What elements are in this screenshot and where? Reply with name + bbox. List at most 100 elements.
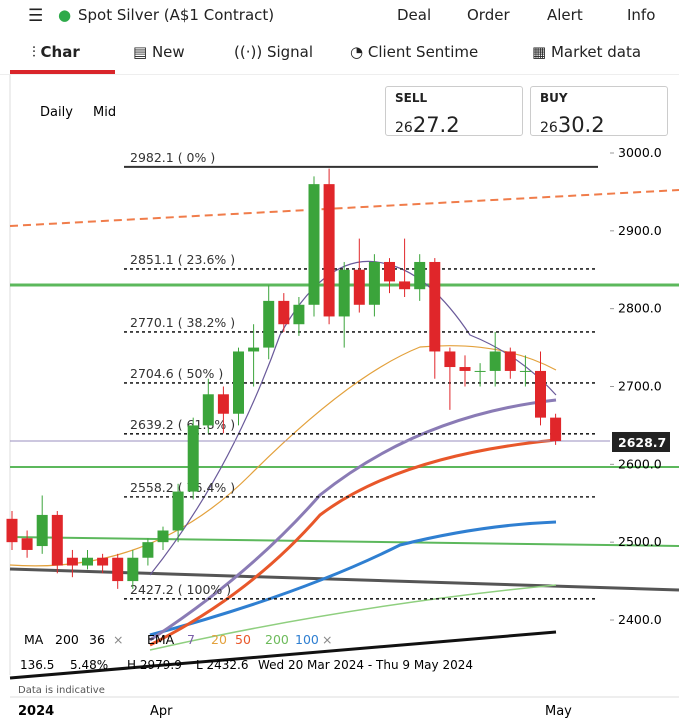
ema-line	[149, 260, 557, 576]
close-button[interactable]: ×	[113, 632, 123, 647]
candle-body	[233, 351, 244, 414]
ema-param: 200	[265, 632, 289, 647]
info-row: 136.5 5.48% H 2979.9 L 2432.6 Wed 20 Mar…	[20, 658, 473, 672]
y-tick-label: 2800.0	[618, 301, 662, 316]
candle-body	[66, 557, 78, 566]
candle-body	[248, 347, 260, 352]
candle-body	[489, 351, 501, 371]
tab-label: Market data	[550, 43, 642, 61]
price-main: 27.2	[412, 113, 460, 137]
candle-body	[384, 261, 395, 282]
info: 136.5	[20, 658, 54, 672]
fib-label: 2704.6 ( 50% )	[130, 366, 223, 381]
candle-body	[6, 518, 18, 543]
buy-price: 2630.2	[540, 113, 605, 137]
ema-line	[149, 398, 557, 642]
info: H 2979.9	[127, 658, 182, 672]
x-label: Apr	[150, 704, 173, 719]
info: L 2432.6	[196, 658, 249, 672]
ema-line	[149, 584, 557, 651]
chart: Daily Mid MA 200 36 × EMA 7 20 50 200 100 × …	[6, 75, 679, 721]
candle-body	[97, 557, 109, 566]
menu-item[interactable]: Order	[467, 6, 510, 24]
x-label: May	[545, 704, 572, 719]
info: Wed 20 Mar 2024 - Thu 9 May 2024	[258, 658, 473, 672]
ema-line	[9, 345, 557, 567]
candle-body	[157, 530, 169, 543]
candle-body	[323, 184, 335, 317]
y-tick-label: 3000.0	[618, 145, 662, 160]
fib-label: 2558.2 ( 76.4% )	[130, 480, 235, 495]
tab[interactable]: ⫶ Char	[32, 43, 80, 61]
close-button[interactable]: ×	[322, 632, 332, 647]
candle-body	[535, 370, 546, 418]
y-tick-label: 2600.0	[618, 456, 662, 471]
candle-body	[21, 538, 33, 550]
fib-label: 2851.1 ( 23.6% )	[130, 252, 235, 267]
buy-box[interactable]: BUY 2630.2	[530, 86, 668, 137]
tab-label: New	[151, 43, 185, 61]
fib-label: 2770.1 ( 38.2% )	[130, 315, 235, 330]
candle-body	[368, 261, 380, 305]
sell-price: 2627.2	[395, 113, 460, 137]
candle-body	[172, 491, 184, 531]
menu-item[interactable]: Deal	[397, 6, 432, 24]
candle-body	[429, 261, 441, 352]
price-prefix: 26	[395, 120, 413, 136]
candle-body	[142, 542, 154, 558]
candle-body	[353, 269, 365, 305]
candle-body	[550, 417, 562, 441]
ema-line	[149, 438, 557, 647]
tab-label: Client Sentime	[367, 43, 479, 61]
candle-body	[444, 351, 456, 368]
tab[interactable]: ((·)) Signal	[234, 43, 314, 61]
info: 5.48%	[70, 658, 108, 672]
candle-body	[414, 261, 426, 290]
y-tick-label: 2500.0	[618, 534, 662, 549]
price-prefix: 26	[540, 120, 558, 136]
tab[interactable]: ▤ New	[133, 43, 185, 61]
ma-label: MA	[24, 632, 44, 647]
candle-body	[474, 370, 486, 372]
candle-body	[217, 394, 229, 414]
title: Spot Silver (A$1 Contract)	[78, 6, 275, 24]
status-dot: ●	[58, 6, 72, 24]
candle-body	[202, 394, 214, 426]
ma-param: 200	[55, 632, 79, 647]
note: Data is indicative	[18, 685, 105, 696]
candle-body	[519, 370, 531, 372]
y-tick-label: 2400.0	[618, 612, 662, 627]
plot-bg	[10, 75, 679, 721]
ema-param: 20	[211, 632, 227, 647]
ema-label: EMA	[147, 632, 175, 647]
menu-icon[interactable]: ☰	[28, 6, 44, 26]
candle-body	[278, 300, 290, 325]
candle-body	[127, 557, 139, 582]
ema-param: 100	[295, 632, 319, 647]
tab[interactable]: ◔ Client Sentime	[350, 43, 479, 61]
candle-body	[308, 184, 320, 305]
option[interactable]: Daily	[40, 105, 73, 120]
ma-param: 36	[89, 632, 105, 647]
fib-label: 2427.2 ( 100% )	[130, 582, 231, 597]
tabs: ⫶ Char ▤ New ((·)) Signal ◔ Client Senti…	[0, 34, 679, 75]
price-tag	[612, 431, 670, 452]
y-tick-label: 2700.0	[618, 379, 662, 394]
menu-item[interactable]: Alert	[547, 6, 583, 24]
candle-body	[263, 300, 275, 348]
fib-label: 2982.1 ( 0% )	[130, 150, 215, 165]
candle-body	[293, 304, 305, 325]
tab[interactable]: ▦ Market data	[532, 43, 642, 61]
x-label: 2024	[18, 704, 54, 719]
y-tick-label: 2900.0	[618, 223, 662, 238]
candle-body	[459, 367, 471, 371]
sell-box[interactable]: SELL 2627.2	[385, 86, 523, 137]
option[interactable]: Mid	[93, 105, 116, 120]
menu-item[interactable]: Info	[627, 6, 656, 24]
candle-body	[112, 557, 124, 582]
candle-body	[82, 557, 93, 566]
trend-line	[9, 189, 679, 227]
buy-label: BUY	[540, 91, 568, 105]
ema-param: 50	[235, 632, 251, 647]
candle-body	[338, 269, 350, 317]
